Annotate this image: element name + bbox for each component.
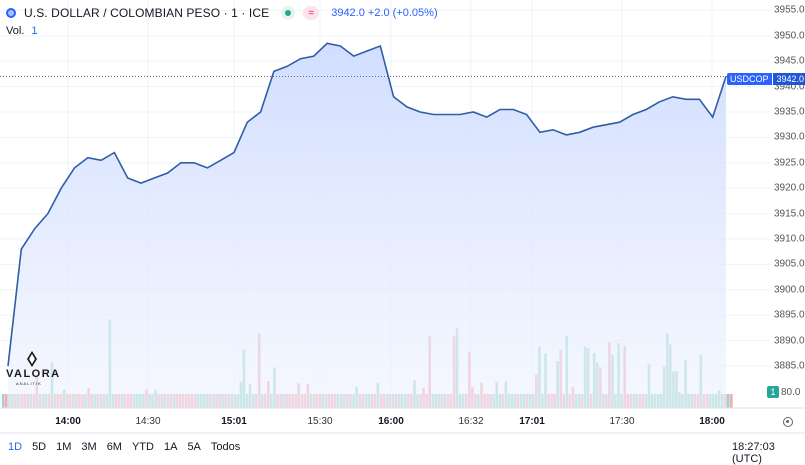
price-tag-symbol: USDCOP	[727, 73, 772, 85]
market-status-icon[interactable]	[281, 6, 296, 20]
price-tick-label: 3950.0	[774, 30, 805, 42]
symbol-icon	[6, 8, 16, 18]
volume-legend[interactable]: Vol. 1	[6, 25, 38, 37]
time-tick-label: 15:01	[221, 416, 247, 427]
price-tick-label: 3895.0	[774, 309, 805, 321]
volume-bar	[730, 394, 733, 408]
time-tick-label: 17:30	[609, 416, 635, 427]
time-tick-label: 14:00	[55, 416, 81, 427]
time-tick-label: 14:30	[135, 416, 161, 427]
chart-header: U.S. DOLLAR / COLOMBIAN PESO · 1 · ICE =…	[6, 4, 438, 22]
range-button-6m[interactable]: 6M	[106, 441, 122, 453]
volume-bar	[2, 394, 5, 408]
last-quote: 3942.0 +2.0 (+0.05%)	[331, 7, 438, 19]
alert-flag-icon[interactable]: =	[303, 6, 320, 20]
volume-label: Vol.	[6, 25, 25, 37]
time-tick-label: 16:32	[458, 416, 484, 427]
symbol-title[interactable]: U.S. DOLLAR / COLOMBIAN PESO · 1 · ICE	[24, 6, 270, 20]
price-tick-label: 3890.0	[774, 335, 805, 347]
range-button-1a[interactable]: 1A	[163, 441, 178, 453]
range-button-1d[interactable]: 1D	[8, 441, 23, 453]
price-tick-label: 3940.0	[774, 81, 805, 93]
price-tick-label: 3920.0	[774, 182, 805, 194]
valora-logo-icon	[27, 351, 37, 367]
range-button-ytd[interactable]: YTD	[131, 441, 154, 453]
price-tag-value: 3942.0	[771, 73, 805, 85]
volume-bar	[5, 394, 8, 408]
volume-tag-value: 80.0	[781, 387, 801, 398]
price-tick-label: 3925.0	[774, 157, 805, 169]
price-tick-label: 3885.0	[774, 360, 805, 372]
price-tick-label: 3910.0	[774, 233, 805, 245]
watermark-sub: ANALITIK	[16, 381, 42, 386]
price-tick-label: 3955.0	[774, 4, 805, 16]
range-button-3m[interactable]: 3M	[81, 441, 97, 453]
range-button-5a[interactable]: 5A	[187, 441, 201, 453]
time-tick-label: 17:01	[519, 416, 545, 427]
price-tick-label: 3930.0	[774, 131, 805, 143]
watermark-name: VALORA	[6, 368, 61, 380]
price-tick-label: 3900.0	[774, 284, 805, 296]
utc-clock[interactable]: 18:27:03 (UTC)	[732, 441, 775, 465]
last-price-tag: USDCOP 3942.0	[727, 73, 805, 85]
range-button-5d[interactable]: 5D	[32, 441, 47, 453]
price-tick-label: 3945.0	[774, 55, 805, 67]
volume-tag-badge: 1	[767, 386, 779, 398]
range-button-todos[interactable]: Todos	[210, 441, 241, 453]
range-button-1m[interactable]: 1M	[56, 441, 72, 453]
time-tick-label: 18:00	[699, 416, 725, 427]
time-tick-label: 16:00	[378, 416, 404, 427]
settings-icon[interactable]	[783, 417, 793, 427]
price-line	[7, 42, 727, 367]
volume-bar	[726, 394, 730, 408]
price-area	[8, 43, 726, 409]
time-tick-label: 15:30	[307, 416, 333, 427]
price-tick-label: 3935.0	[774, 106, 805, 118]
volume-value: 1	[31, 25, 38, 37]
price-tick-label: 3905.0	[774, 258, 805, 270]
price-tick-label: 3915.0	[774, 208, 805, 220]
range-selector: 1D 5D 1M 3M 6M YTD 1A 5A Todos	[8, 441, 240, 453]
